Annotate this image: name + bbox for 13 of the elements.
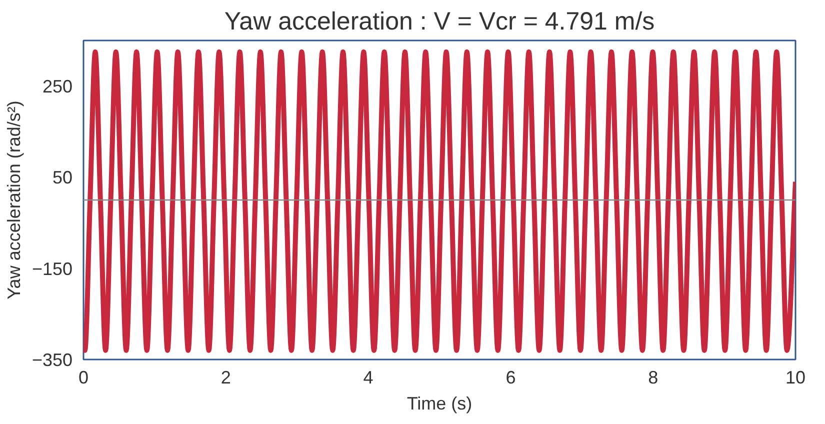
x-axis-title: Time (s) <box>406 394 472 414</box>
y-tick-label: −150 <box>32 258 73 279</box>
chart-title: Yaw acceleration : V = Vcr = 4.791 m/s <box>224 8 655 36</box>
x-tick-label: 8 <box>648 368 658 388</box>
x-tick-label: 4 <box>363 368 374 388</box>
x-tick-label: 6 <box>506 368 516 388</box>
x-tick-label: 10 <box>785 368 806 388</box>
y-tick-label: 50 <box>52 168 73 188</box>
x-tick-label: 0 <box>78 368 89 388</box>
y-tick-label: −350 <box>32 350 73 370</box>
x-tick-label: 2 <box>220 368 231 388</box>
y-tick-label: 250 <box>42 76 73 97</box>
y-axis-title: Yaw acceleration (rad/s²) <box>4 100 24 300</box>
